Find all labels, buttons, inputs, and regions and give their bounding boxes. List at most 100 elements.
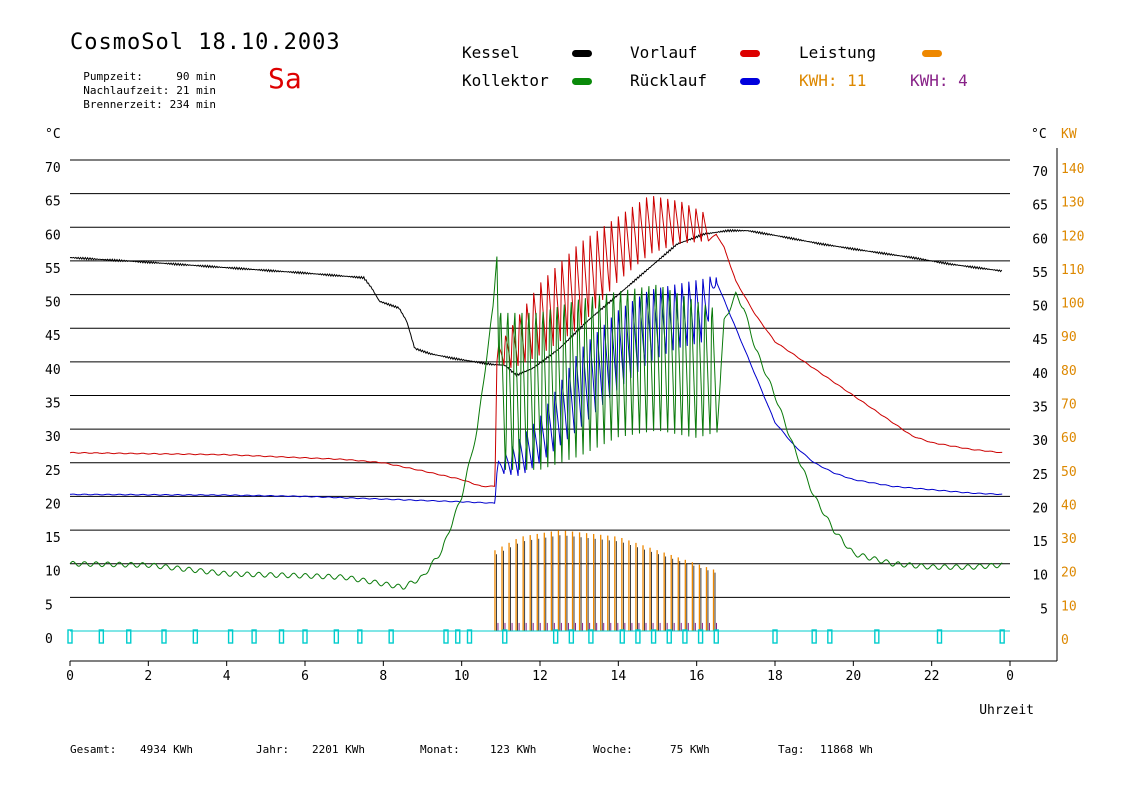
x-tick-label: 18 <box>767 669 783 684</box>
y-tick-label-right: 45 <box>1032 333 1048 348</box>
series-vorlauf-line <box>69 196 1003 488</box>
legend-kessel-label: Kessel <box>462 43 520 62</box>
power-tick-label: 70 <box>1061 398 1077 413</box>
x-tick-label: 20 <box>846 669 862 684</box>
footer-monat-label: Monat: <box>420 743 460 756</box>
footer-tag-value: 11868 Wh <box>820 743 873 756</box>
footer-tag-label: Tag: <box>778 743 805 756</box>
series-pumpe-marker <box>278 629 285 644</box>
series-pumpe-marker <box>874 629 880 644</box>
series-ruecklauf-line <box>69 276 1003 504</box>
info-label: Nachlaufzeit: <box>83 84 170 97</box>
power-tick-label: 130 <box>1061 196 1084 211</box>
series-pumpe-marker <box>999 629 1005 644</box>
y-tick-label-left: 10 <box>45 565 61 580</box>
x-tick-label: 12 <box>532 669 548 684</box>
legend-ruecklauf-label: Rücklauf <box>630 71 708 90</box>
series-pumpe-marker <box>251 629 257 644</box>
legend-vorlauf-swatch <box>740 50 760 57</box>
legend-kwh-total: KWH: 11 <box>799 71 867 90</box>
series-pumpe-marker <box>827 629 833 644</box>
power-tick-label: 100 <box>1061 297 1084 312</box>
power-tick-label: 140 <box>1061 162 1084 177</box>
y-tick-label-right: 20 <box>1032 501 1048 516</box>
x-tick-label: 0 <box>1006 669 1014 684</box>
y-tick-label-right: 30 <box>1032 434 1048 449</box>
legend-leistung-swatch <box>922 50 942 57</box>
y-tick-label-right: 25 <box>1032 468 1048 483</box>
footer-monat-value: 123 KWh <box>490 743 537 756</box>
y-tick-label-left: 35 <box>45 397 61 412</box>
series-pumpe-marker <box>936 629 943 644</box>
info-label: Brennerzeit: <box>83 98 163 111</box>
y-tick-label-left: 15 <box>45 531 61 546</box>
y-tick-label-left: 60 <box>45 228 61 243</box>
series-pumpe-marker <box>192 629 199 644</box>
series-pumpe-marker <box>161 629 167 644</box>
series-pumpe-marker <box>443 629 449 644</box>
footer-gesamt-value: 4934 KWh <box>140 743 193 756</box>
series-pumpe-marker <box>552 629 559 644</box>
y-tick-label-left: 70 <box>45 161 61 176</box>
info-row-brennerzeit: Brennerzeit: 234 min <box>70 85 216 111</box>
y-tick-label-left: 50 <box>45 296 61 311</box>
power-axis-unit: KW <box>1061 127 1077 142</box>
y-axis-unit-left: °C <box>45 127 61 142</box>
x-tick-label: 0 <box>66 669 74 684</box>
x-tick-label: 16 <box>689 669 705 684</box>
info-row-nachlaufzeit: Nachlaufzeit: 21 min <box>70 71 216 97</box>
series-pumpe-marker <box>619 629 625 644</box>
y-tick-label-right: 5 <box>1040 602 1048 617</box>
y-tick-label-left: 20 <box>45 497 61 512</box>
info-value: 90 min <box>176 70 216 83</box>
power-tick-label: 40 <box>1061 498 1077 513</box>
x-tick-label: 8 <box>379 669 387 684</box>
power-tick-label: 30 <box>1061 532 1077 547</box>
y-tick-label-right: 70 <box>1032 165 1048 180</box>
x-tick-label: 10 <box>454 669 470 684</box>
series-pumpe-marker <box>666 629 672 644</box>
info-row-pumpzeit: Pumpzeit: 90 min <box>70 57 216 83</box>
info-value: 234 min <box>169 98 216 111</box>
series-pumpe-marker <box>713 629 719 644</box>
footer-jahr-value: 2201 KWh <box>312 743 365 756</box>
power-tick-label: 60 <box>1061 431 1077 446</box>
series-pumpe-marker <box>333 629 340 644</box>
series-pumpe-marker <box>455 629 461 644</box>
series-kessel-line <box>69 228 1003 378</box>
weekday-label: Sa <box>268 62 302 95</box>
legend-kollektor-swatch <box>572 78 592 85</box>
y-tick-label-left: 30 <box>45 430 61 445</box>
footer-gesamt-label: Gesamt: <box>70 743 117 756</box>
y-tick-label-left: 55 <box>45 262 61 277</box>
power-tick-label: 20 <box>1061 566 1077 581</box>
info-value: 21 min <box>176 84 216 97</box>
footer-jahr-label: Jahr: <box>256 743 290 756</box>
legend-kwh-second: KWH: 4 <box>910 71 968 90</box>
power-tick-label: 90 <box>1061 330 1077 345</box>
series-pumpe-marker <box>588 629 594 644</box>
series-pumpe-marker <box>302 629 308 644</box>
legend-vorlauf-label: Vorlauf <box>630 43 698 62</box>
series-pumpe-marker <box>650 629 657 644</box>
y-tick-label-right: 15 <box>1032 535 1048 550</box>
info-label: Pumpzeit: <box>83 70 143 83</box>
y-tick-label-left: 25 <box>45 464 61 479</box>
series-pumpe-marker <box>466 629 473 644</box>
series-pumpe-marker <box>388 629 394 644</box>
power-tick-label: 50 <box>1061 465 1077 480</box>
legend-leistung-label: Leistung <box>799 43 877 62</box>
x-tick-label: 14 <box>611 669 627 684</box>
series-pumpe-marker <box>502 629 508 644</box>
series-pumpe-marker <box>126 629 132 644</box>
power-tick-label: 110 <box>1061 263 1084 278</box>
series-pumpe-marker <box>357 629 363 644</box>
x-tick-label: 6 <box>301 669 309 684</box>
power-tick-label: 120 <box>1061 229 1084 244</box>
y-tick-label-left: 40 <box>45 363 61 378</box>
y-tick-label-left: 45 <box>45 329 61 344</box>
series-pumpe-marker <box>772 629 778 644</box>
y-tick-label-right: 35 <box>1032 401 1048 416</box>
x-tick-label: 2 <box>144 669 152 684</box>
y-tick-label-right: 40 <box>1032 367 1048 382</box>
